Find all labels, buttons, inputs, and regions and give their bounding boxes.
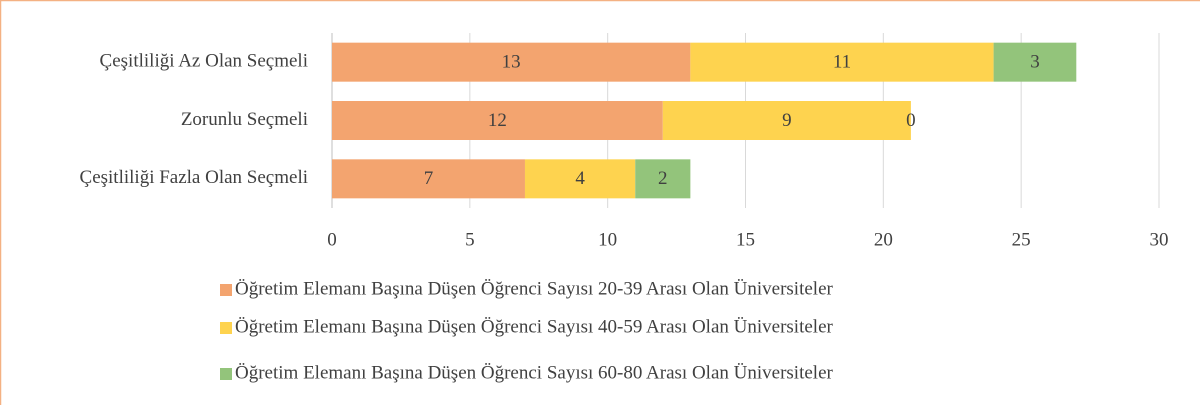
bar-segment xyxy=(690,42,994,82)
x-tick-label: 30 xyxy=(1150,229,1169,250)
x-tick-label: 5 xyxy=(465,229,475,250)
legend-swatch xyxy=(220,368,232,380)
x-tick-label: 0 xyxy=(327,229,337,250)
bar-segment xyxy=(524,159,636,199)
legend-swatch xyxy=(220,284,232,296)
data-label: 7 xyxy=(424,168,434,189)
bar-segment xyxy=(993,42,1077,82)
y-tick-label: Çeşitliliği Az Olan Seçmeli xyxy=(100,51,308,72)
y-tick-label: Çeşitliliği Fazla Olan Seçmeli xyxy=(80,167,308,188)
legend-label: Öğretim Elemanı Başına Düşen Öğrenci Say… xyxy=(235,362,834,383)
bar-segment xyxy=(332,42,691,82)
y-tick-label: Zorunlu Seçmeli xyxy=(181,109,308,130)
bar-segment xyxy=(332,159,525,199)
x-tick-label: 20 xyxy=(874,229,893,250)
data-label: 13 xyxy=(502,52,521,73)
x-tick-label: 25 xyxy=(1012,229,1031,250)
data-label: 0 xyxy=(906,110,916,131)
data-label: 9 xyxy=(782,110,792,131)
bar-segment xyxy=(332,101,663,140)
data-label: 12 xyxy=(488,110,507,131)
x-tick-label: 10 xyxy=(598,229,617,250)
legend-swatch xyxy=(220,322,232,334)
data-label: 3 xyxy=(1030,52,1040,73)
data-label: 4 xyxy=(575,168,585,189)
legend-label: Öğretim Elemanı Başına Düşen Öğrenci Say… xyxy=(235,316,834,337)
bar-segment xyxy=(662,101,911,140)
data-label: 11 xyxy=(833,52,851,73)
bar-segment xyxy=(635,159,691,199)
x-tick-label: 15 xyxy=(736,229,755,250)
data-label: 2 xyxy=(658,168,668,189)
legend-label: Öğretim Elemanı Başına Düşen Öğrenci Say… xyxy=(235,278,834,299)
